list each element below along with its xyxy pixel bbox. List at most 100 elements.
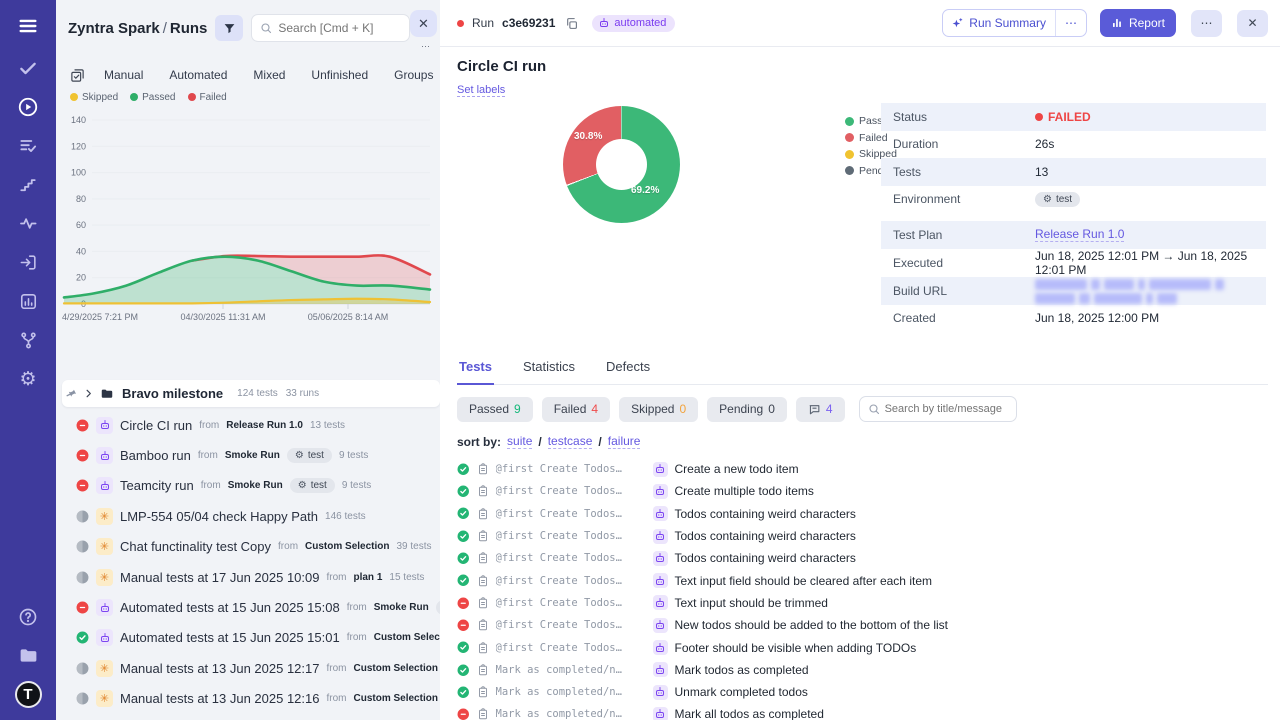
steps-icon[interactable] [16,173,40,197]
test-row[interactable]: @first Create Todos…Text input should be… [457,592,1268,614]
legend-item-passed: Passed [130,92,175,102]
close-detail-button[interactable]: ✕ [1237,10,1268,37]
more-actions-button[interactable]: ⋯ [1191,10,1222,37]
test-row[interactable]: @first Create Todos…Create multiple todo… [457,480,1268,502]
run-tests-count: 9 tests [339,450,368,461]
tab-defects[interactable]: Defects [604,354,652,384]
runs-search-input[interactable] [278,21,401,35]
run-list-item[interactable]: Teamcity runfromSmoke Run⚙test9 tests [56,471,440,501]
test-status-failed-icon [457,708,470,720]
runs-tab-unfinished[interactable]: Unfinished [298,64,381,86]
search-icon [868,403,880,415]
run-list-item[interactable]: ✳Manual tests at 13 Jun 2025 12:17fromCu… [56,653,440,683]
test-row[interactable]: @first Create Todos…Create a new todo it… [457,458,1268,480]
sort-label: sort by: [457,435,501,449]
breadcrumb-project[interactable]: Zyntra Spark [68,20,160,37]
test-suite-name: @first Create Todos… [496,642,646,654]
automated-test-icon [653,640,668,655]
tab-tests[interactable]: Tests [457,354,494,385]
help-circle-icon[interactable] [16,605,40,629]
legend-label: Passed [142,92,175,102]
run-list-item[interactable]: Automated tests at 15 Jun 2025 15:08from… [56,592,440,622]
select-all-icon[interactable] [70,68,85,83]
tests-search-input[interactable] [885,403,1008,415]
test-row[interactable]: @first Create Todos…New todos should be … [457,614,1268,636]
filter-failed-button[interactable]: Failed4 [542,397,610,422]
runs-tab-mixed[interactable]: Mixed [240,64,298,86]
filter-label: Skipped [631,402,674,416]
run-list-item[interactable]: Circle CI runfromRelease Run 1.013 tests [56,410,440,440]
test-row[interactable]: Mark as completed/n…Unmark completed tod… [457,681,1268,703]
bar-chart-icon[interactable] [16,290,40,314]
filter-pending-button[interactable]: Pending0 [707,397,787,422]
detail-row-build-url: Build URL [881,277,1266,305]
automated-badge[interactable]: automated [592,15,675,32]
app-logo[interactable]: T [15,681,42,708]
test-title: Create a new todo item [675,462,799,476]
test-row[interactable]: @first Create Todos…Todos containing wei… [457,525,1268,547]
run-summary-more-button[interactable]: ⋯ [1055,10,1086,36]
close-panel-button[interactable]: ✕ [410,10,437,37]
sort-by-testcase[interactable]: testcase [548,434,593,449]
set-labels-link[interactable]: Set labels [457,84,505,97]
branch-icon[interactable] [16,329,40,353]
test-row[interactable]: @first Create Todos…Text input field sho… [457,569,1268,591]
filter-button[interactable] [215,15,243,41]
run-title: Automated tests at 15 Jun 2025 15:01 [120,630,340,645]
test-title: New todos should be added to the bottom … [675,618,949,632]
tab-statistics[interactable]: Statistics [521,354,577,384]
run-title: Circle CI run [457,58,1268,75]
detail-row-duration: Duration26s [881,131,1266,159]
chevron-right-icon[interactable] [83,388,94,399]
detail-label: Environment [881,192,1029,206]
run-list-item[interactable]: ✳Manual tests at 13 Jun 2025 12:16fromCu… [56,684,440,714]
run-title: Circle CI run [120,418,192,433]
test-row[interactable]: @first Create Todos…Todos containing wei… [457,547,1268,569]
test-plan-link[interactable]: Release Run 1.0 [1035,227,1124,242]
donut-legend-dot [845,133,854,142]
status-text: FAILED [1048,110,1091,124]
filter-passed-button[interactable]: Passed9 [457,397,533,422]
runs-tab-automated[interactable]: Automated [156,64,240,86]
filter-comments-button[interactable]: 4 [796,397,845,422]
report-button[interactable]: Report [1100,9,1176,37]
run-list-item[interactable]: ✳Manual tests at 17 Jun 2025 10:09frompl… [56,562,440,592]
test-row[interactable]: Mark as completed/n…Mark all todos as co… [457,703,1268,720]
import-icon[interactable] [16,251,40,275]
list-check-icon[interactable] [16,134,40,158]
run-list-item[interactable]: ✳Chat functinality test CopyfromCustom S… [56,532,440,562]
test-status-failed-icon [457,597,470,610]
test-row[interactable]: Mark as completed/n…Mark todos as comple… [457,659,1268,681]
automated-test-icon [653,529,668,544]
tests-search[interactable] [859,396,1017,422]
folder-icon[interactable] [16,644,40,668]
run-list-item[interactable]: ✳LMP-554 05/04 check Happy Path146 tests [56,501,440,531]
gear-icon[interactable]: ⚙ [16,368,40,392]
milestone-row[interactable]: Bravo milestone 124 tests 33 runs [62,380,440,407]
run-summary-button[interactable]: Run Summary [943,10,1055,36]
runs-tab-groups[interactable]: Groups [381,64,440,86]
runs-tab-manual[interactable]: Manual [91,64,156,86]
panel-more-dots[interactable]: ⋯ [421,41,431,52]
test-row[interactable]: @first Create Todos…Todos containing wei… [457,503,1268,525]
filter-skipped-button[interactable]: Skipped0 [619,397,698,422]
pulse-icon[interactable] [16,212,40,236]
sort-by-suite[interactable]: suite [507,434,532,449]
run-list-item[interactable]: Automated tests at 15 Jun 2025 15:01from… [56,623,440,653]
sort-by-failure[interactable]: failure [608,434,641,449]
test-suite-name: @first Create Todos… [496,552,646,564]
test-row[interactable]: @first Create Todos…Footer should be vis… [457,636,1268,658]
check-icon[interactable] [16,56,40,80]
hamburger-menu-icon[interactable] [16,14,40,38]
run-title: Bamboo run [120,448,191,463]
filter-count: 4 [591,402,598,416]
comment-icon [808,403,821,416]
runs-search[interactable] [251,14,410,42]
detail-label: Duration [881,137,1029,151]
pin-icon[interactable] [65,387,79,401]
clipboard-icon [477,485,489,497]
run-title: Manual tests at 13 Jun 2025 12:16 [120,691,319,706]
play-circle-icon[interactable] [16,95,40,119]
copy-icon[interactable] [565,17,578,30]
run-list-item[interactable]: Bamboo runfromSmoke Run⚙test9 tests [56,440,440,470]
